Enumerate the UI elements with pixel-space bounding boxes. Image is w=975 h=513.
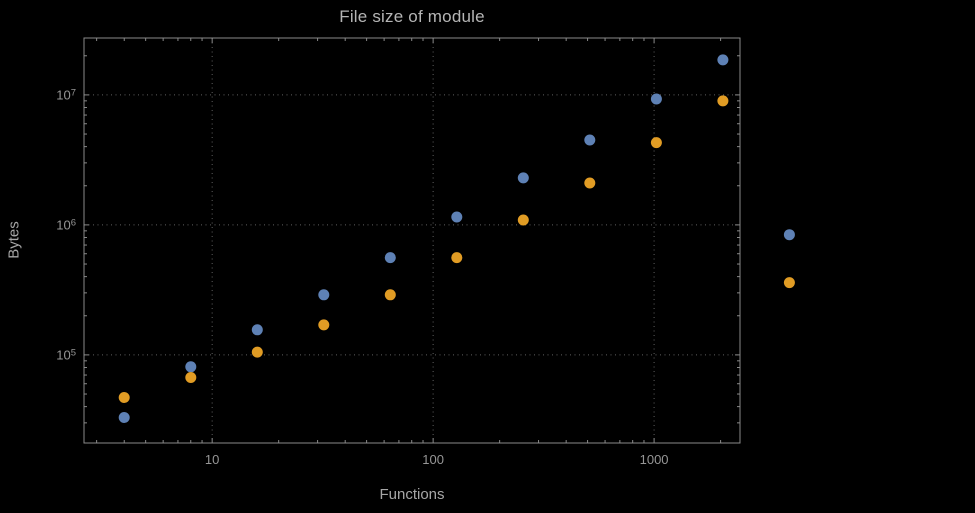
data-point bbox=[251, 324, 263, 336]
data-point bbox=[650, 93, 662, 105]
data-point bbox=[717, 95, 729, 107]
data-point bbox=[318, 289, 330, 301]
chart-title: File size of module bbox=[339, 7, 485, 26]
data-point bbox=[717, 54, 729, 66]
data-point bbox=[783, 229, 795, 241]
data-point bbox=[384, 289, 396, 301]
data-point bbox=[517, 172, 529, 184]
data-point bbox=[251, 346, 263, 358]
x-tick-label: 1000 bbox=[639, 452, 669, 467]
data-point bbox=[118, 392, 130, 403]
x-tick-label: 10 bbox=[204, 452, 220, 467]
data-point bbox=[451, 252, 463, 264]
data-point bbox=[783, 277, 795, 289]
data-point bbox=[185, 361, 197, 373]
y-tick-label: 106 bbox=[56, 217, 76, 233]
data-point bbox=[517, 214, 529, 226]
data-point bbox=[584, 177, 596, 189]
data-point bbox=[384, 252, 396, 264]
data-point bbox=[185, 372, 197, 383]
x-tick-label: 100 bbox=[422, 452, 444, 467]
x-axis-label: Functions bbox=[379, 486, 445, 503]
data-point bbox=[584, 134, 596, 146]
y-tick-label: 107 bbox=[56, 87, 76, 103]
data-point bbox=[650, 137, 662, 149]
data-point bbox=[118, 412, 130, 423]
frame-border bbox=[83, 37, 741, 444]
data-point bbox=[318, 319, 330, 331]
y-tick-label: 105 bbox=[56, 347, 76, 363]
data-point bbox=[451, 211, 463, 223]
